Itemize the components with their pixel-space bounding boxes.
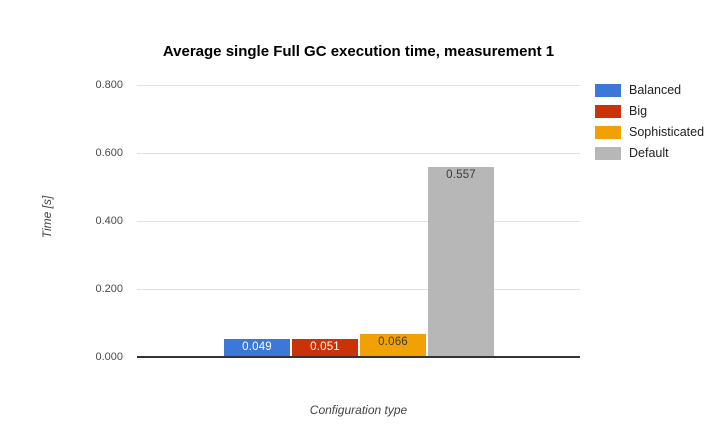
bar-value-label-sophisticated: 0.066: [378, 336, 408, 348]
gridline-0.400: [137, 221, 580, 222]
legend-label-big: Big: [629, 104, 648, 118]
bar-default[interactable]: 0.557: [428, 167, 494, 356]
legend-label-default: Default: [629, 146, 669, 160]
legend-label-sophisticated: Sophisticated: [629, 125, 705, 139]
y-tick-label-0.200: 0.200: [95, 283, 123, 295]
y-tick-label-0.800: 0.800: [95, 79, 123, 91]
y-tick-label-0.400: 0.400: [95, 215, 123, 227]
gridline-0.200: [137, 289, 580, 290]
bar-value-label-default: 0.557: [446, 169, 476, 181]
x-axis-baseline: [137, 356, 580, 358]
x-axis-title: Configuration type: [309, 403, 408, 417]
legend-item-default[interactable]: Default: [595, 147, 704, 160]
legend: Balanced Big Sophisticated Default: [595, 84, 704, 168]
y-tick-label-0.000: 0.000: [95, 351, 123, 363]
legend-swatch-big: [595, 105, 621, 118]
bar-value-label-balanced: 0.049: [242, 341, 272, 353]
gridline-0.600: [137, 153, 580, 154]
legend-swatch-sophisticated: [595, 126, 621, 139]
chart-title: Average single Full GC execution time, m…: [162, 43, 555, 60]
y-axis-title: Time [s]: [40, 195, 54, 239]
gridline-0.800: [137, 85, 580, 86]
legend-item-big[interactable]: Big: [595, 105, 704, 118]
legend-label-balanced: Balanced: [629, 83, 682, 97]
bar-sophisticated[interactable]: 0.066: [360, 334, 426, 356]
plot-area: 0.049 0.051 0.066 0.557: [137, 85, 580, 358]
y-tick-label-0.600: 0.600: [95, 147, 123, 159]
bar-value-label-big: 0.051: [310, 341, 340, 353]
bar-big[interactable]: 0.051: [292, 339, 358, 356]
bar-balanced[interactable]: 0.049: [224, 339, 290, 356]
legend-item-sophisticated[interactable]: Sophisticated: [595, 126, 704, 139]
legend-swatch-balanced: [595, 84, 621, 97]
legend-item-balanced[interactable]: Balanced: [595, 84, 704, 97]
legend-swatch-default: [595, 147, 621, 160]
